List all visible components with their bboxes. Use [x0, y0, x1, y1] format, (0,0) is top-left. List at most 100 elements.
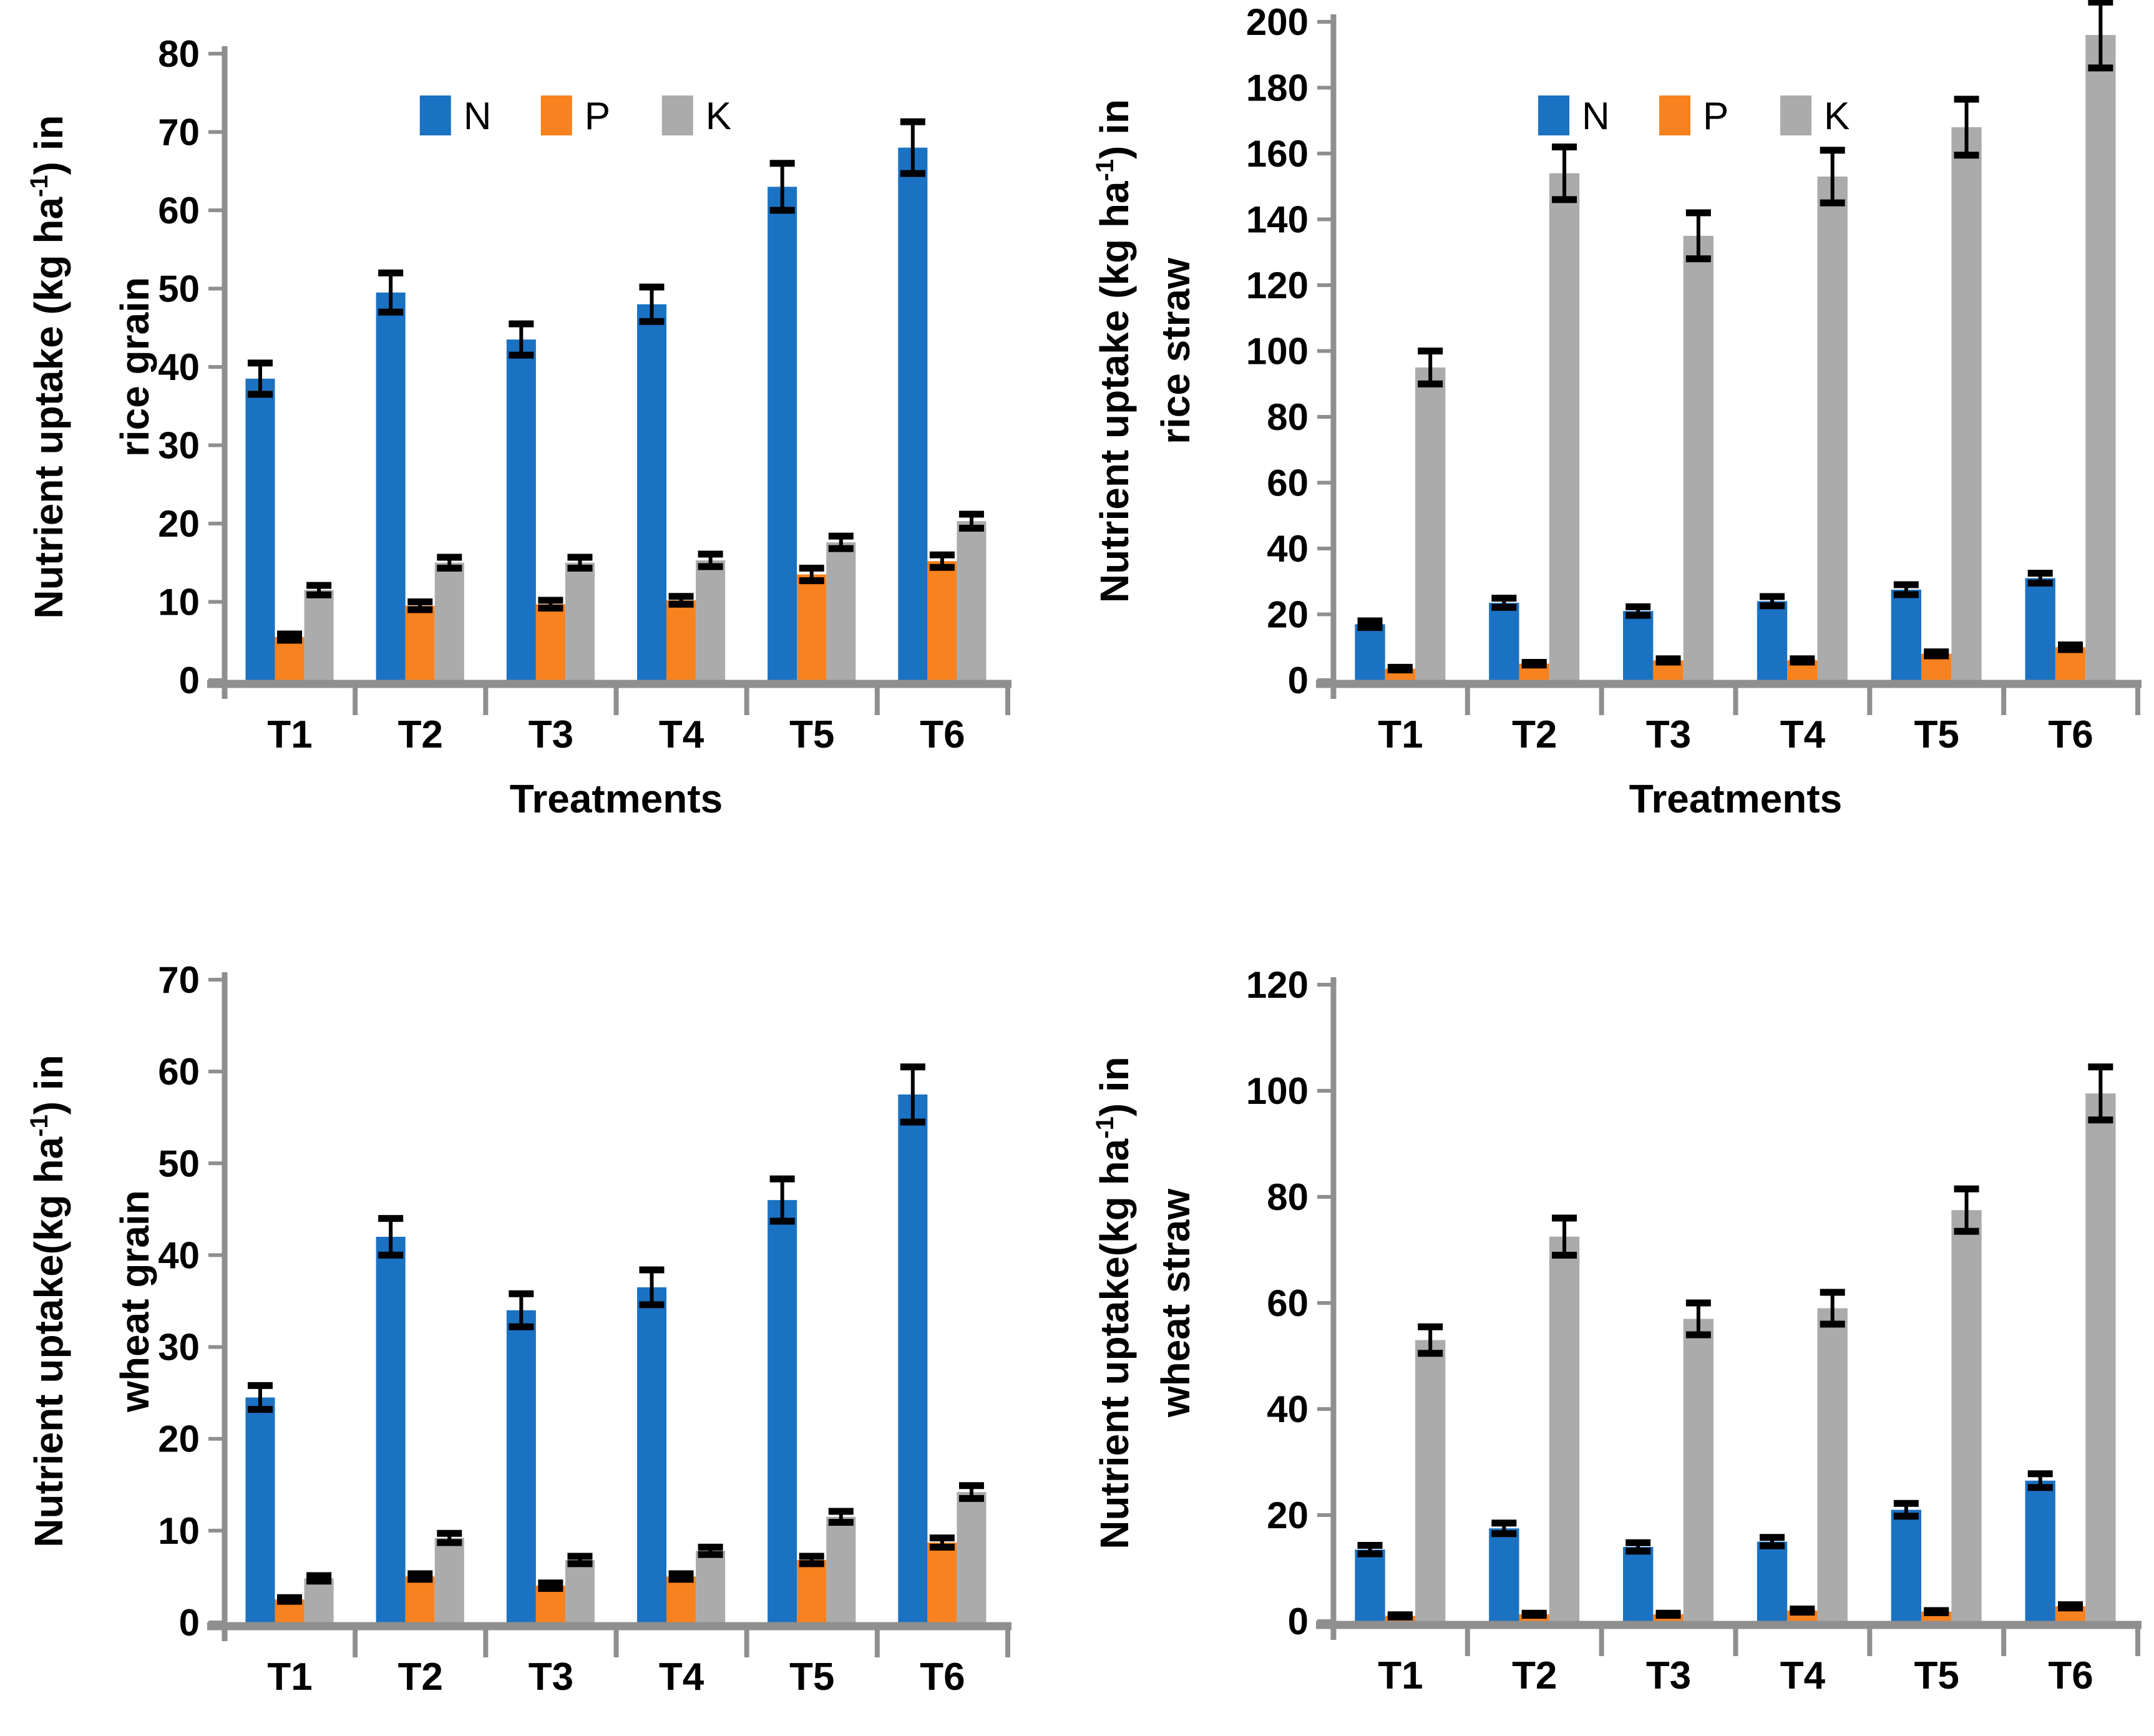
bar-K-T2 [434, 1538, 464, 1626]
x-category-label: T1 [267, 713, 312, 756]
bar-K-T4 [696, 1551, 726, 1626]
y-tick-label: 80 [1267, 396, 1308, 438]
bar-P-T2 [405, 1576, 435, 1626]
bar-N-T1 [245, 378, 275, 684]
bar-N-T1 [245, 1397, 275, 1626]
chart-wheat-straw: 0 20 40 60 80 100 120 T1 T2 T3 T4 T5 T6 Nutrient upta… [1091, 964, 2142, 1697]
x-category-label: T3 [1646, 1654, 1691, 1697]
y-tick-label: 100 [1246, 1070, 1308, 1112]
bar-K-T2 [1549, 173, 1580, 684]
bar-P-T6 [2055, 647, 2086, 684]
chart-rice-grain: 0 10 20 30 40 50 60 70 80 T1 T2 T3 T4 T5 T6 Treatments N… [26, 33, 1011, 821]
bar-K-T2 [434, 562, 464, 684]
y-tick-label: 80 [1267, 1176, 1308, 1218]
legend-swatch-N [419, 95, 451, 135]
bar-N-T2 [376, 292, 406, 684]
legend-swatch-N [1538, 95, 1570, 135]
bar-N-T3 [1623, 1547, 1654, 1625]
panel-rice-straw: 0 20 40 60 80 100 120 140 160 180 200 T1 T2 T3 T4 T5 T6 T… [1077, 0, 2154, 868]
bar-N-T5 [768, 1200, 797, 1626]
y-axis-title-line1: Nutrient uptake (kg ha-1) in [1091, 99, 1137, 603]
x-category-label: T4 [659, 713, 704, 756]
x-category-label: T6 [2048, 1654, 2093, 1697]
y-tick-label: 60 [158, 190, 200, 232]
bar-K-T6 [2085, 1093, 2116, 1625]
bar-P-T4 [666, 600, 696, 684]
y-tick-label: 60 [1267, 462, 1308, 504]
bar-N-T3 [1623, 611, 1654, 684]
bar-K-T3 [565, 562, 595, 684]
bar-K-T1 [304, 1578, 334, 1626]
x-category-label: T5 [789, 713, 834, 756]
bar-N-T3 [506, 1310, 536, 1626]
y-tick-label: 140 [1246, 199, 1308, 241]
y-tick-label: 0 [1288, 1601, 1308, 1642]
y-tick-label: 70 [158, 112, 200, 154]
x-category-label: T2 [1512, 713, 1557, 756]
bar-P-T6 [927, 561, 957, 684]
y-tick-label: 40 [158, 1234, 200, 1276]
y-tick-label: 0 [179, 660, 200, 701]
bar-N-T2 [1489, 603, 1519, 684]
bar-P-T5 [797, 1559, 827, 1626]
panel-rice-grain: 0 10 20 30 40 50 60 70 80 T1 T2 T3 T4 T5 T6 Treatments N… [0, 0, 1077, 868]
legend-label-N: N [1582, 95, 1610, 138]
x-axis-title: Treatments [510, 776, 723, 821]
x-category-label: T4 [1780, 1654, 1826, 1697]
panel-wheat-grain: 0 10 20 30 40 50 60 70 T1 T2 T3 T4 T5 T6 Nutrient upta… [0, 868, 1077, 1736]
y-tick-label: 30 [158, 1327, 200, 1368]
y-axis-title-line1: Nutrient uptake(kg ha-1) in [26, 1055, 71, 1547]
bar-K-T5 [1951, 127, 1982, 685]
bar-K-T6 [957, 521, 987, 684]
bar-K-T4 [696, 560, 726, 684]
bar-N-T4 [636, 304, 667, 685]
bar-N-T4 [1757, 1541, 1788, 1625]
bar-K-T5 [826, 542, 856, 684]
bar-K-T4 [1817, 1308, 1848, 1625]
bar-K-T5 [826, 1516, 856, 1626]
x-axis-title: Treatments [1629, 776, 1842, 821]
bar-N-T2 [1489, 1528, 1519, 1625]
y-tick-label: 60 [158, 1051, 200, 1093]
bar-K-T3 [1683, 235, 1714, 684]
chart-wheat-grain: 0 10 20 30 40 50 60 70 T1 T2 T3 T4 T5 T6 Nutrient upta… [26, 959, 1011, 1699]
legend-label-P: P [1703, 95, 1728, 138]
y-tick-label: 10 [158, 1510, 200, 1552]
bar-K-T5 [1951, 1210, 1982, 1625]
x-category-label: T6 [920, 1656, 965, 1699]
y-tick-label: 50 [158, 1143, 200, 1184]
x-category-label: T2 [398, 1656, 443, 1699]
x-category-label: T5 [1914, 713, 1959, 756]
bar-N-T5 [1891, 589, 1922, 684]
x-category-label: T5 [789, 1656, 834, 1699]
y-tick-label: 20 [158, 1418, 200, 1460]
y-tick-label: 120 [1246, 964, 1308, 1006]
x-category-label: T2 [1512, 1654, 1557, 1697]
bar-P-T1 [275, 636, 305, 684]
x-category-label: T5 [1914, 1654, 1959, 1697]
y-axis-title-line2: rice grain [112, 277, 157, 457]
x-category-label: T3 [529, 713, 573, 756]
bar-N-T5 [1891, 1509, 1922, 1625]
bar-P-T5 [797, 574, 827, 684]
y-tick-label: 20 [158, 503, 200, 545]
bar-K-T6 [957, 1492, 987, 1626]
x-category-label: T2 [398, 713, 443, 756]
bar-K-T1 [1415, 1340, 1446, 1625]
y-axis-title-line1: Nutrient uptake(kg ha-1) in [1091, 1056, 1137, 1549]
bar-K-T1 [1415, 367, 1446, 684]
y-tick-label: 40 [158, 346, 200, 388]
legend-swatch-P [540, 95, 572, 135]
x-category-label: T1 [1378, 1654, 1423, 1697]
bar-P-T3 [535, 604, 565, 684]
x-category-label: T1 [267, 1656, 312, 1699]
y-tick-label: 0 [1288, 660, 1308, 701]
y-tick-label: 20 [1267, 594, 1308, 636]
bar-N-T2 [376, 1237, 406, 1626]
y-tick-label: 200 [1246, 1, 1308, 43]
bar-K-T1 [304, 590, 334, 684]
legend-label-K: K [1824, 95, 1849, 138]
bar-K-T2 [1549, 1236, 1580, 1625]
x-category-label: T6 [2048, 713, 2093, 756]
